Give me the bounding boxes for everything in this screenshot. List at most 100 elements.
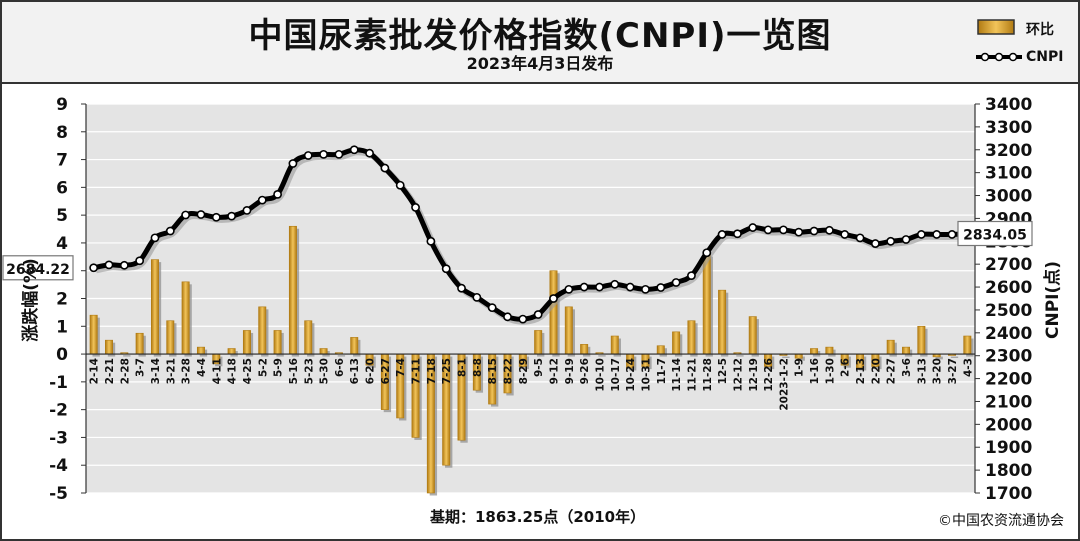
- x-tick-label: 12-19: [748, 358, 760, 392]
- left-tick-label: -2: [49, 401, 68, 421]
- cnpi-point: [441, 264, 451, 274]
- cnpi-point: [472, 292, 482, 302]
- left-tick-label: -3: [49, 428, 68, 448]
- x-tick-label: 2-20: [870, 358, 882, 384]
- bar: [610, 335, 619, 355]
- x-tick-label: 9-26: [579, 358, 591, 384]
- cnpi-point: [625, 282, 635, 292]
- legend-line-swatch: [976, 52, 1022, 62]
- cnpi-point: [227, 211, 237, 221]
- x-tick-label: 2-27: [886, 358, 898, 384]
- value-callouts: 2684.22 2834.05: [2, 220, 1033, 281]
- cnpi-line: [93, 147, 968, 322]
- chart-subtitle: 2023年4月3日发布: [466, 54, 614, 73]
- x-tick-label: 8-1: [457, 358, 469, 377]
- bar: [258, 306, 267, 355]
- cnpi-point: [89, 263, 99, 273]
- cnpi-point: [533, 310, 543, 319]
- x-tick-label: 7-18: [426, 358, 438, 384]
- x-tick-label: 3-13: [916, 358, 928, 384]
- cnpi-point: [211, 212, 221, 222]
- x-tick-label: 11-14: [671, 358, 683, 392]
- cnpi-point: [610, 279, 620, 289]
- bar-shadow: [736, 355, 744, 357]
- x-tick-label: 4-4: [196, 358, 208, 377]
- cnpi-point: [595, 282, 604, 292]
- x-tick-label: 7-4: [395, 358, 407, 377]
- cnpi-point: [886, 236, 896, 246]
- x-tick-label: 11-21: [686, 358, 698, 392]
- bar: [166, 320, 175, 355]
- cnpi-point: [395, 180, 405, 190]
- x-tick-label: 4-18: [227, 358, 239, 384]
- x-tick-label: 3-27: [947, 358, 959, 384]
- x-tick-label: 3-7: [135, 358, 147, 377]
- bar: [150, 259, 159, 355]
- right-tick-label: 2200: [985, 370, 1032, 390]
- cnpi-point: [411, 203, 420, 212]
- start-value-box: [2, 255, 74, 281]
- left-tick-label: 9: [56, 95, 68, 115]
- start-value-label: 2684.22: [6, 262, 70, 278]
- x-tick-label: 3-20: [932, 358, 944, 384]
- end-value-label: 2834.05: [963, 228, 1027, 244]
- cnpi-point: [641, 284, 650, 294]
- end-value-box: [957, 220, 1033, 247]
- x-tick-label: 4-3: [962, 358, 974, 377]
- x-tick-label: 4-25: [242, 358, 254, 384]
- right-tick-label: 3300: [985, 118, 1032, 138]
- cnpi-point: [426, 236, 436, 246]
- right-tick-label: 1900: [985, 438, 1032, 458]
- bar: [702, 253, 711, 355]
- right-tick-label: 2400: [985, 324, 1032, 344]
- cnpi-point: [855, 233, 865, 243]
- right-tick-label: 3400: [985, 95, 1032, 115]
- left-tick-label: 7: [56, 151, 68, 171]
- cnpi-point: [824, 225, 834, 235]
- cnpi-point: [932, 230, 942, 239]
- right-tick-label: 2000: [985, 415, 1032, 435]
- x-tick-label: 3-14: [150, 358, 162, 384]
- cnpi-point: [303, 151, 313, 160]
- left-tick-label: -1: [49, 373, 68, 393]
- bar: [564, 306, 573, 355]
- cnpi-point: [733, 229, 742, 239]
- cnpi-point: [104, 260, 114, 270]
- cnpi-point: [380, 163, 390, 173]
- cnpi-point: [794, 227, 804, 237]
- cnpi-point: [687, 271, 696, 281]
- cnpi-point: [196, 210, 206, 219]
- bar: [350, 337, 359, 355]
- x-tick-label: 5-2: [257, 358, 269, 377]
- x-tick-label: 7-25: [441, 358, 453, 384]
- copyright: ©中国农资流通协会: [938, 513, 1064, 529]
- cnpi-point: [702, 248, 712, 258]
- x-tick-label: 6-6: [334, 358, 346, 377]
- bar-shadow: [782, 356, 790, 358]
- x-tick-label: 6-20: [365, 358, 377, 384]
- bar: [196, 346, 205, 355]
- bar: [242, 330, 251, 355]
- cnpi-point: [870, 239, 880, 248]
- cnpi-point: [503, 312, 512, 322]
- left-tick-label: -4: [49, 456, 68, 476]
- cnpi-point: [334, 149, 344, 159]
- left-tick-label: 8: [56, 123, 68, 143]
- bar-shadow: [337, 355, 346, 357]
- x-tick-label: 2023-1-2: [778, 358, 790, 411]
- x-tick-label: 8-29: [518, 358, 530, 384]
- left-tick-label: -5: [49, 484, 68, 504]
- bar: [687, 320, 696, 355]
- bar: [304, 320, 313, 355]
- bar-shadow: [950, 356, 959, 358]
- cnpi-point: [671, 278, 681, 287]
- cnpi-point: [840, 230, 850, 239]
- cnpi-point: [319, 149, 328, 159]
- x-tick-label: 5-23: [303, 358, 315, 384]
- cnpi-point: [365, 148, 374, 158]
- cnpi-line-series: [89, 145, 972, 325]
- x-tick-label: 3-21: [165, 358, 177, 384]
- cnpi-point: [549, 294, 558, 303]
- x-tick-label: 1-16: [809, 358, 821, 384]
- bar: [105, 339, 113, 355]
